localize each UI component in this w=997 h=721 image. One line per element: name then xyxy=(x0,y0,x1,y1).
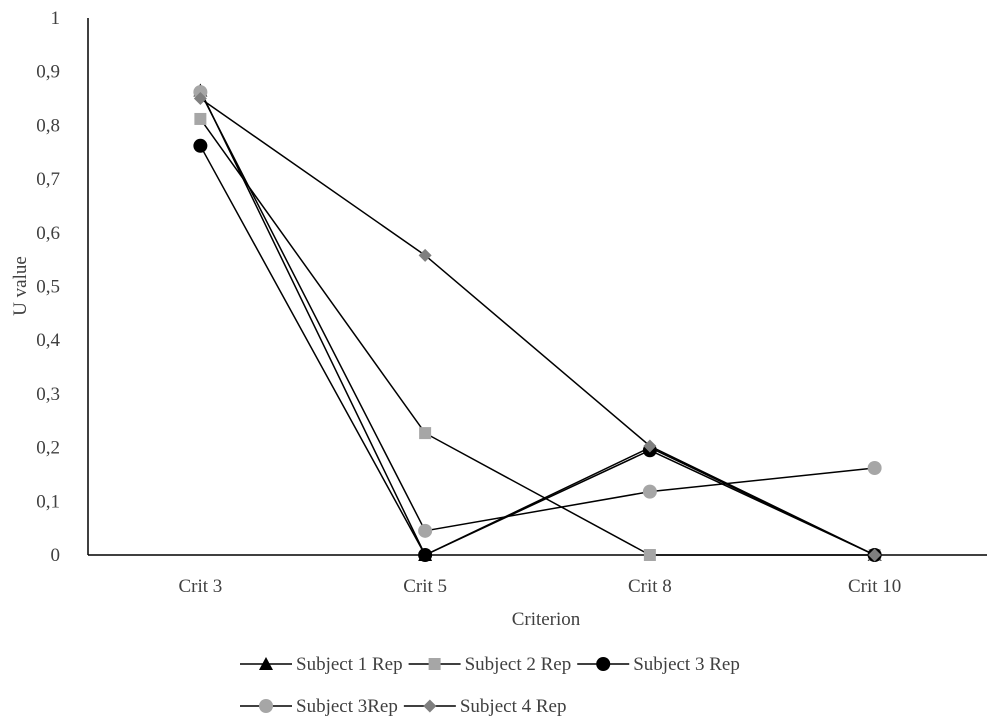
data-point xyxy=(418,523,433,538)
data-point xyxy=(867,461,882,476)
series-line xyxy=(199,118,875,556)
legend-label: Subject 4 Rep xyxy=(460,696,567,717)
data-point xyxy=(193,92,207,106)
legend-marker xyxy=(428,658,441,670)
legend-label: Subject 2 Rep xyxy=(465,654,572,675)
x-tick-label: Crit 8 xyxy=(628,576,672,597)
x-axis-title: Criterion xyxy=(512,609,581,630)
series-layer xyxy=(193,83,882,562)
series-line xyxy=(199,91,875,532)
legend-marker xyxy=(259,699,273,713)
data-point xyxy=(419,427,432,440)
data-point xyxy=(193,138,208,153)
data-point xyxy=(642,484,657,499)
legend-label: Subject 3 Rep xyxy=(633,654,740,675)
data-point xyxy=(418,248,432,262)
series-4 xyxy=(193,85,882,538)
legend-marker xyxy=(423,699,437,713)
series-line xyxy=(199,145,875,556)
y-axis-title: U value xyxy=(10,256,31,316)
y-tick-label: 0,6 xyxy=(36,223,60,244)
legend-item: Subject 1 Rep xyxy=(240,654,403,675)
y-tick-label: 0 xyxy=(51,545,61,566)
x-tick-label: Crit 3 xyxy=(178,576,222,597)
legend: Subject 1 Rep Subject 2 Rep Subject 3 Rep S… xyxy=(240,654,740,717)
legend-marker xyxy=(259,657,273,670)
series-5 xyxy=(193,92,882,562)
y-tick-label: 0,7 xyxy=(36,169,60,190)
x-tick-label: Crit 10 xyxy=(848,576,901,597)
legend-item: Subject 2 Rep xyxy=(408,654,572,675)
data-point xyxy=(868,548,882,562)
y-tick-label: 0,2 xyxy=(36,438,60,459)
y-tick-label: 0,4 xyxy=(36,330,60,351)
series-line xyxy=(199,97,875,556)
series-line xyxy=(199,90,875,556)
legend-item: Subject 4 Rep xyxy=(403,696,567,717)
y-tick-label: 0,1 xyxy=(36,491,60,512)
y-tick-label: 0,3 xyxy=(36,384,60,405)
legend-label: Subject 1 Rep xyxy=(296,654,403,675)
data-point xyxy=(194,112,207,125)
legend-label: Subject 3Rep xyxy=(296,696,398,717)
y-axis-ticks: 0 0,1 0,2 0,3 0,4 0,5 0,6 0,7 0,8 0,9 1 xyxy=(36,8,60,566)
y-tick-label: 1 xyxy=(51,8,61,29)
data-point xyxy=(643,439,657,453)
legend-item: Subject 3 Rep xyxy=(577,654,740,675)
series-2 xyxy=(194,112,881,561)
data-point xyxy=(643,549,656,561)
y-tick-label: 0,9 xyxy=(36,62,60,83)
legend-marker xyxy=(596,657,611,671)
y-tick-label: 0,8 xyxy=(36,115,60,136)
legend-item: Subject 3Rep xyxy=(240,696,398,717)
x-axis-ticks: Crit 3 Crit 5 Crit 8 Crit 10 xyxy=(178,576,901,597)
y-tick-label: 0,5 xyxy=(36,277,60,298)
x-tick-label: Crit 5 xyxy=(403,576,447,597)
data-point xyxy=(418,548,433,562)
